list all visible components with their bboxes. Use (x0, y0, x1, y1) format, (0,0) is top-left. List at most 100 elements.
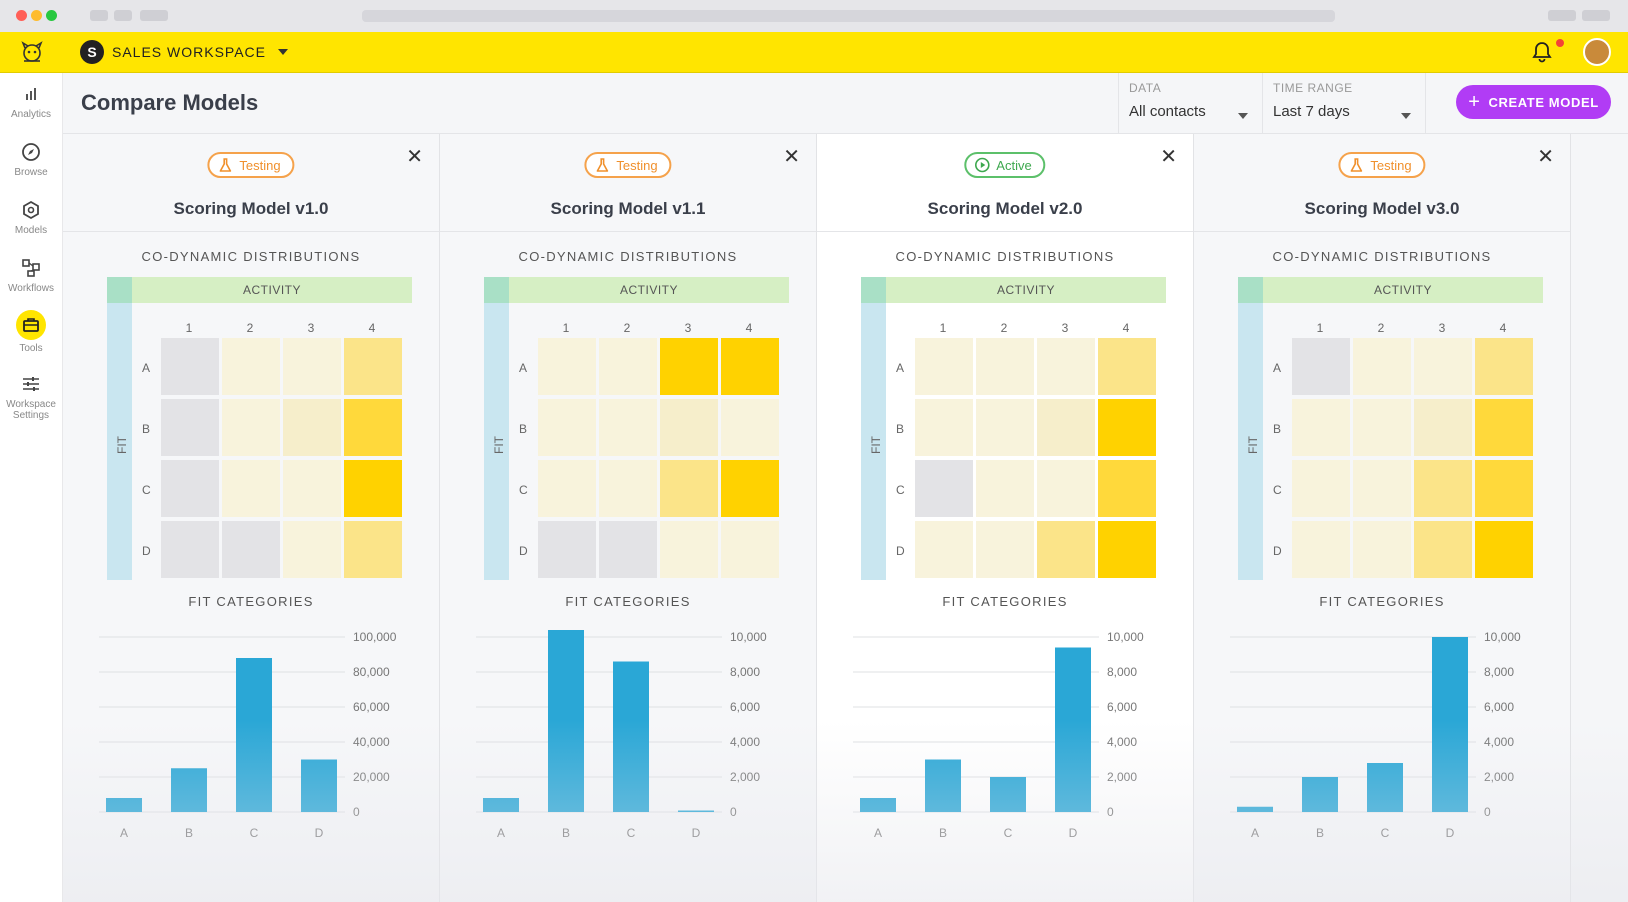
model-panels: Testing ✕ Scoring Model v1.0 CO-DYNAMIC DIS… (63, 134, 1628, 902)
activity-col-label: 4 (1499, 321, 1507, 335)
matrix-cell (1098, 399, 1156, 456)
panel-header: Testing ✕ Scoring Model v1.1 (440, 134, 816, 232)
fit-row-label: B (519, 422, 528, 436)
matrix-cell (1353, 399, 1411, 456)
chevron-down-icon (278, 49, 289, 55)
matrix-cell (283, 399, 341, 456)
create-model-button[interactable]: + CREATE MODEL (1456, 85, 1611, 119)
x-tick-label: B (1316, 826, 1324, 840)
matrix-cell (344, 460, 402, 517)
activity-header: ACTIVITY (132, 277, 412, 303)
matrix-cell (161, 521, 219, 578)
matrix-cell (660, 460, 718, 517)
sidebar-item-workflows[interactable]: Workflows (0, 257, 62, 294)
status-label: Testing (239, 157, 281, 173)
bar (171, 768, 207, 812)
model-panel: Testing ✕ Scoring Model v1.1 CO-DYNAMIC DIS… (440, 134, 817, 902)
tabs-button[interactable] (1582, 10, 1610, 21)
matrix-cell (1353, 338, 1411, 395)
matrix-cell (660, 338, 718, 395)
matrix-cell (976, 338, 1034, 395)
model-panel: Testing ✕ Scoring Model v1.0 CO-DYNAMIC DIS… (63, 134, 440, 902)
sidebar-item-workspace-settings[interactable]: Workspace Settings (0, 373, 62, 421)
maximize-window-dot[interactable] (46, 10, 57, 21)
close-icon[interactable]: ✕ (406, 146, 423, 168)
activity-col-label: 1 (562, 321, 570, 335)
fit-label: FIT (492, 436, 506, 454)
bar (1367, 763, 1403, 812)
y-tick-label: 0 (1107, 805, 1114, 819)
activity-col-label: 3 (1061, 321, 1069, 335)
activity-col-label: 2 (1377, 321, 1385, 335)
close-icon[interactable]: ✕ (783, 146, 800, 168)
cube-icon (23, 200, 39, 220)
close-icon[interactable]: ✕ (1537, 146, 1554, 168)
matrix-cell (1037, 338, 1095, 395)
y-tick-label: 8,000 (1107, 665, 1137, 679)
y-tick-label: 8,000 (1484, 665, 1514, 679)
plus-icon: + (1468, 91, 1481, 113)
back-button[interactable] (90, 10, 108, 21)
status-label: Active (996, 157, 1032, 173)
minimize-window-dot[interactable] (31, 10, 42, 21)
status-badge: Testing (1338, 152, 1426, 178)
data-filter-dropdown[interactable]: DATA All contacts (1118, 73, 1262, 133)
fit-categories-title: FIT CATEGORIES (565, 594, 691, 609)
y-tick-label: 2,000 (1107, 770, 1137, 784)
fit-row-label: A (896, 361, 905, 375)
fit-row-label: B (142, 422, 151, 436)
sidebar-item-label: Workspace Settings (6, 399, 56, 421)
activity-col-label: 4 (745, 321, 753, 335)
sidebar-item-analytics[interactable]: Analytics (0, 83, 62, 120)
x-tick-label: C (627, 826, 636, 840)
matrix-cell (1292, 399, 1350, 456)
close-icon[interactable]: ✕ (1160, 146, 1177, 168)
activity-col-label: 2 (1000, 321, 1008, 335)
sidebar-item-label: Browse (14, 167, 48, 178)
time-range-dropdown[interactable]: TIME RANGE Last 7 days (1262, 73, 1426, 133)
browser-chrome (0, 0, 1628, 33)
activity-col-label: 1 (939, 321, 947, 335)
bar (1237, 806, 1273, 812)
x-tick-label: B (185, 826, 193, 840)
sidebar-toggle-button[interactable] (140, 10, 168, 21)
share-button[interactable] (1548, 10, 1576, 21)
codynamic-title: CO-DYNAMIC DISTRIBUTIONS (895, 249, 1115, 264)
codynamic-title: CO-DYNAMIC DISTRIBUTIONS (518, 249, 738, 264)
fit-row-label: B (896, 422, 905, 436)
matrix-cell (283, 460, 341, 517)
fit-row-label: C (142, 483, 151, 497)
bar (236, 658, 272, 812)
fit-label: FIT (869, 436, 883, 454)
y-tick-label: 0 (730, 805, 737, 819)
matrix-cell (283, 521, 341, 578)
user-avatar[interactable] (1583, 38, 1611, 66)
matrix-cell (915, 521, 973, 578)
matrix-cell (721, 521, 779, 578)
matrix-cell (599, 399, 657, 456)
fit-categories-title: FIT CATEGORIES (942, 594, 1068, 609)
bar (1055, 647, 1091, 812)
workflow-icon (22, 259, 40, 277)
matrix-cell (976, 399, 1034, 456)
forward-button[interactable] (114, 10, 132, 21)
sidebar-item-tools[interactable]: Tools (0, 309, 62, 354)
bar (106, 798, 142, 812)
workspace-switcher[interactable]: S SALES WORKSPACE (80, 39, 289, 65)
sidebar-item-browse[interactable]: Browse (0, 141, 62, 178)
matrix-cell (1414, 460, 1472, 517)
address-bar[interactable] (362, 10, 1335, 22)
matrix-cell (344, 399, 402, 456)
page-title: Compare Models (81, 90, 259, 115)
fit-row-label: D (142, 544, 151, 558)
y-tick-label: 4,000 (1484, 735, 1514, 749)
codynamic-title: CO-DYNAMIC DISTRIBUTIONS (141, 249, 361, 264)
sidebar-item-models[interactable]: Models (0, 199, 62, 236)
close-window-dot[interactable] (16, 10, 27, 21)
app-logo-icon[interactable] (18, 38, 46, 66)
x-tick-label: D (692, 826, 701, 840)
y-tick-label: 60,000 (353, 700, 390, 714)
activity-header: ACTIVITY (1263, 277, 1543, 303)
notification-bell-icon[interactable] (1530, 40, 1554, 64)
activity-col-label: 3 (307, 321, 315, 335)
